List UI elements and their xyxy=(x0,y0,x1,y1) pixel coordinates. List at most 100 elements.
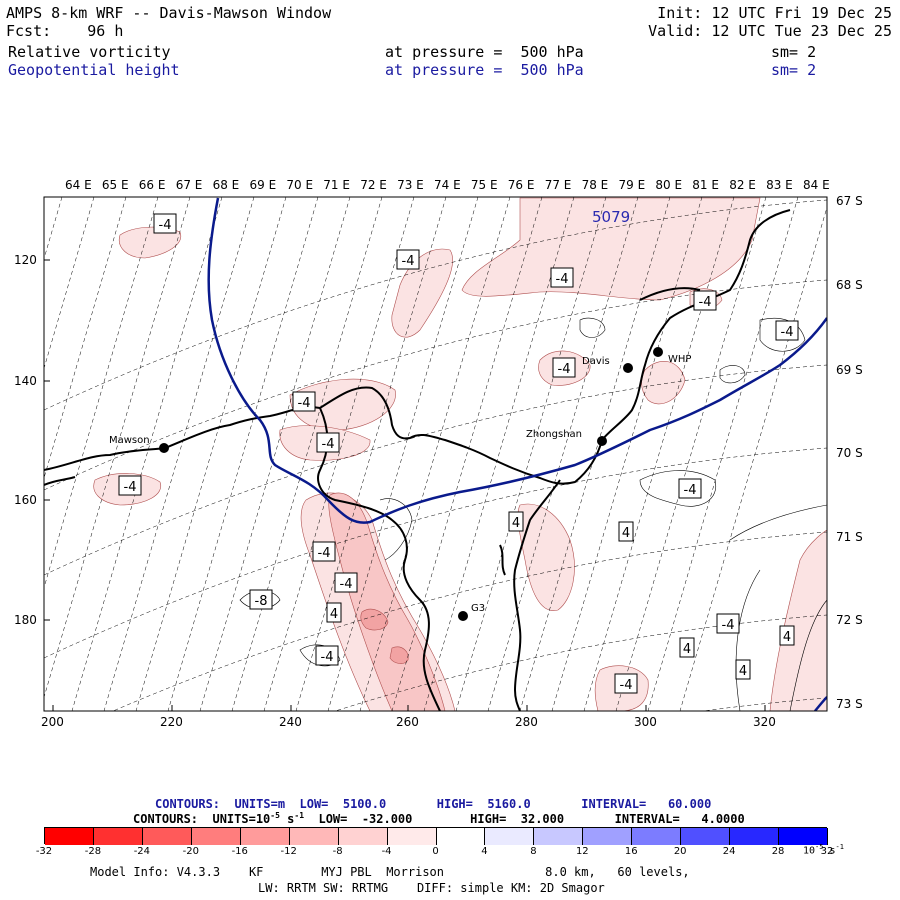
svg-text:-4: -4 xyxy=(402,254,415,269)
height-label: 5079 xyxy=(592,208,630,226)
colorbar-label: 4 xyxy=(481,846,488,857)
axis-labels: 64 E 65 E 66 E 67 E 68 E 69 E 70 E 71 E 72 E 73 E… xyxy=(14,178,863,729)
lat-label: 72 S xyxy=(836,613,863,627)
station-davis: Davis xyxy=(582,356,633,373)
contour-label: 4 xyxy=(779,625,795,646)
contour-label: -4 xyxy=(312,541,336,562)
colorbar-label: 24 xyxy=(722,846,736,857)
lon-label: 74 E xyxy=(434,178,461,192)
forecast-hour: Fcst: 96 h xyxy=(6,22,124,40)
contour-label: -4 xyxy=(118,475,142,496)
colorbar-label: 8 xyxy=(530,846,537,857)
contour-label: -4 xyxy=(550,267,574,288)
contour-label: 4 xyxy=(679,637,695,658)
lon-label: 82 E xyxy=(729,178,756,192)
lon-label: 68 E xyxy=(213,178,240,192)
svg-text:-4: -4 xyxy=(159,218,172,233)
svg-text:Mawson: Mawson xyxy=(109,435,150,446)
field1-sm: sm= 2 xyxy=(771,43,817,61)
colorbar-segment xyxy=(779,828,828,845)
lat-label: 73 S xyxy=(836,697,863,711)
field1-level: at pressure = 500 hPa xyxy=(385,43,584,61)
lon-label: 71 E xyxy=(323,178,350,192)
vorticity-contour-legend: CONTOURS: UNITS=10-5 s-1 LOW= -32.000 HI… xyxy=(133,811,745,826)
field1-name: Relative vorticity xyxy=(8,43,171,61)
svg-text:-4: -4 xyxy=(722,618,735,633)
colorbar-segment xyxy=(485,828,535,845)
stations: Mawson Davis WHP Zhongshan G3 xyxy=(109,347,691,621)
x-tick-label: 320 xyxy=(753,715,776,729)
lon-label: 69 E xyxy=(250,178,277,192)
colorbar-segment xyxy=(142,828,192,845)
lat-label: 68 S xyxy=(836,278,863,292)
contour-label: -4 xyxy=(334,572,358,593)
field2-sm: sm= 2 xyxy=(771,61,817,79)
lon-label: 83 E xyxy=(766,178,793,192)
lon-label: 67 E xyxy=(176,178,203,192)
lon-label: 64 E xyxy=(65,178,92,192)
lon-label: 73 E xyxy=(397,178,424,192)
colorbar-label: 28 xyxy=(771,846,785,857)
contour-label: -4 xyxy=(292,391,316,412)
svg-text:4: 4 xyxy=(622,526,630,541)
svg-text:-4: -4 xyxy=(556,272,569,287)
colorbar-labels: -32 -28 -24 -20 -16 -12 -8 -4 0 4 8 12 16 20 24 28 32 xyxy=(0,846,900,860)
lat-label: 71 S xyxy=(836,530,863,544)
colorbar-label: 0 xyxy=(432,846,439,857)
contour-label: -4 xyxy=(316,432,340,453)
colorbar-segment xyxy=(387,828,437,845)
colorbar-label: 16 xyxy=(624,846,638,857)
svg-text:-4: -4 xyxy=(298,396,311,411)
colorbar-segment xyxy=(93,828,143,845)
height-contour-5100 xyxy=(207,197,827,711)
valid-time: Valid: 12 UTC Tue 23 Dec 25 xyxy=(648,22,892,40)
colorbar-label: 20 xyxy=(673,846,687,857)
colorbar-segment xyxy=(338,828,388,845)
y-tick-label: 120 xyxy=(14,253,37,267)
colorbar-label: -12 xyxy=(280,846,297,857)
map-panel[interactable]: 5079 -4-4-4-4-4-4-4-4-4 -444-4-4-84-444-4… xyxy=(0,0,900,760)
x-tick-label: 300 xyxy=(634,715,657,729)
lon-label: 76 E xyxy=(508,178,535,192)
svg-text:WHP: WHP xyxy=(668,354,691,365)
x-tick-label: 260 xyxy=(396,715,419,729)
colorbar-label: 32 xyxy=(820,846,834,857)
svg-text:Zhongshan: Zhongshan xyxy=(526,429,582,440)
field2-name: Geopotential height xyxy=(8,61,180,79)
station-zhongshan: Zhongshan xyxy=(526,429,607,446)
colorbar-label: -24 xyxy=(133,846,151,857)
field2-level: at pressure = 500 hPa xyxy=(385,61,584,79)
lon-label: 80 E xyxy=(655,178,682,192)
contour-label: -4 xyxy=(693,290,717,311)
lat-lon-grid xyxy=(44,197,827,711)
vorticity-shading xyxy=(93,197,827,711)
svg-text:-4: -4 xyxy=(781,325,794,340)
colorbar-segment xyxy=(583,828,633,845)
svg-text:4: 4 xyxy=(783,630,791,645)
colorbar-label: -32 xyxy=(35,846,53,857)
svg-text:Davis: Davis xyxy=(582,356,610,367)
lon-label: 70 E xyxy=(286,178,313,192)
title: AMPS 8-km WRF -- Davis-Mawson Window xyxy=(6,4,332,22)
svg-text:-4: -4 xyxy=(558,362,571,377)
contour-label: -4 xyxy=(315,645,339,666)
height-contour-legend: CONTOURS: UNITS=m LOW= 5100.0 HIGH= 5160… xyxy=(155,797,712,811)
lon-label: 77 E xyxy=(545,178,572,192)
lat-label: 67 S xyxy=(836,194,863,208)
colorbar-segment xyxy=(289,828,339,845)
svg-text:-4: -4 xyxy=(684,483,697,498)
x-tick-label: 200 xyxy=(41,715,64,729)
svg-text:G3: G3 xyxy=(471,603,485,614)
contour-labels: -4-4-4-4-4-4-4-4-4 -444-4-4-84-444-44-4 xyxy=(118,213,799,694)
svg-text:-4: -4 xyxy=(322,437,335,452)
model-info-line2: LW: RRTM SW: RRTMG DIFF: simple KM: 2D S… xyxy=(258,881,605,895)
contour-label: -4 xyxy=(396,249,420,270)
y-tick-label: 160 xyxy=(14,493,37,507)
station-mawson: Mawson xyxy=(109,435,169,453)
model-info-line1: Model Info: V4.3.3 KF MYJ PBL Morrison 8… xyxy=(90,865,690,879)
colorbar-units: 10-5 s-1 xyxy=(803,843,844,857)
colorbar-segment xyxy=(730,828,780,845)
init-time: Init: 12 UTC Fri 19 Dec 25 xyxy=(657,4,892,22)
colorbar-segment xyxy=(240,828,290,845)
contour-label: -4 xyxy=(775,320,799,341)
